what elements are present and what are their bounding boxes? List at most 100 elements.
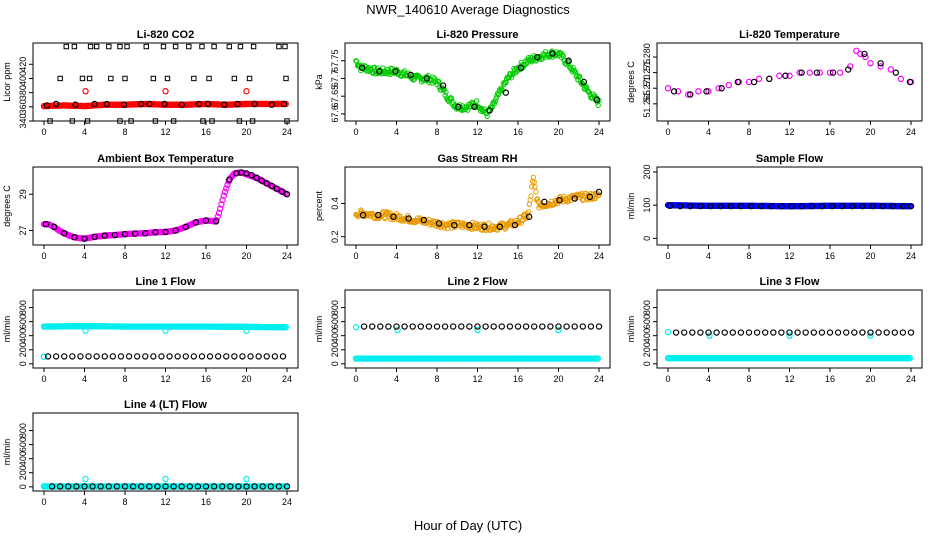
panel-title: Line 2 Flow [448,276,508,288]
y-tick-label: 0 [642,236,652,241]
data-point [170,483,177,490]
data-point [877,63,884,70]
data-point [243,483,250,490]
data-point [61,353,68,360]
panel-5: Gas Stream RH 0 4 8 12 16 20 24 0.2 0.4 percent [314,153,611,261]
data-point [72,101,79,108]
data-point [813,69,821,76]
data-point [263,180,270,187]
y-tick-label: 51.280 [642,43,652,71]
y-tick-label: 600 [18,437,28,452]
data-point [556,196,563,204]
x-tick-label: 12 [784,251,794,261]
data-point [443,89,449,95]
data-point [455,103,462,111]
data-point [86,75,93,82]
data-point [862,53,869,61]
series [358,50,601,114]
data-point [89,483,96,490]
x-tick-label: 24 [594,251,604,261]
data-point [52,100,60,108]
y-tick-label: 51.275 [642,59,652,87]
data-point [133,353,141,360]
data-point [178,483,185,490]
x-tick-label: 8 [434,251,439,261]
data-point [220,192,228,199]
data-point [836,69,844,76]
y-tick-label: 200 [330,342,340,357]
data-point [806,69,813,76]
x-tick-label: 4 [394,251,399,261]
data-point [81,483,88,490]
data-point [393,323,400,330]
data-point [594,355,601,362]
data-point [172,43,179,50]
x-tick-label: 4 [82,251,87,261]
series [670,50,914,98]
data-point [474,326,481,334]
data-point [194,483,202,490]
data-point [474,323,481,330]
x-tick-label: 8 [122,497,127,507]
data-point [481,223,488,230]
x-tick-label: 24 [906,374,916,384]
data-point [892,69,900,76]
series [672,329,915,336]
data-point [715,85,722,92]
data-point [721,329,728,336]
data-point [210,483,218,490]
panel-title: Line 3 Flow [760,276,820,288]
data-point [85,353,92,360]
data-point [517,64,525,72]
data-point [547,323,554,330]
data-point [750,78,758,86]
y-tick-label: 800 [642,300,652,315]
data-point [106,43,112,50]
data-point [706,332,713,339]
panel-title: Li-820 Temperature [739,29,840,41]
data-point [776,72,783,79]
x-tick-label: 8 [746,251,751,261]
data-point [794,329,801,336]
data-point [818,202,826,210]
data-point [121,483,129,490]
series [40,322,289,331]
data-point [192,219,200,226]
data-point [770,329,777,336]
data-point [111,231,119,239]
data-point [137,100,145,108]
data-point [204,100,212,108]
data-point [143,43,149,50]
data-point [250,43,257,50]
data-point [576,73,583,80]
data-point [458,323,465,330]
data-point [209,118,215,124]
data-point [506,323,514,330]
data-point [595,323,603,330]
y-tick-label: 0.2 [330,230,340,243]
data-point [502,89,510,96]
x-tick-label: 20 [241,127,251,137]
data-point [838,202,846,210]
y-tick-label: 600 [18,314,28,329]
data-point [113,483,121,490]
data-point [376,68,383,75]
x-tick-label: 24 [906,251,916,261]
data-point [150,75,157,82]
data-point [40,483,48,490]
data-point [108,75,114,82]
data-point [875,329,882,336]
data-point [745,329,753,336]
panel-4: Ambient Box Temperature 0 4 8 12 16 20 24 27 29 de… [2,153,299,261]
data-point [786,329,793,336]
data-point [282,324,289,331]
x-tick-label: 4 [394,127,399,137]
data-point [131,230,139,237]
data-point [57,483,64,490]
data-point [50,223,58,231]
data-point [725,81,732,89]
series [42,169,291,242]
data-point [687,202,694,210]
data-point [879,202,886,210]
y-axis-label: degrees C [626,61,636,103]
